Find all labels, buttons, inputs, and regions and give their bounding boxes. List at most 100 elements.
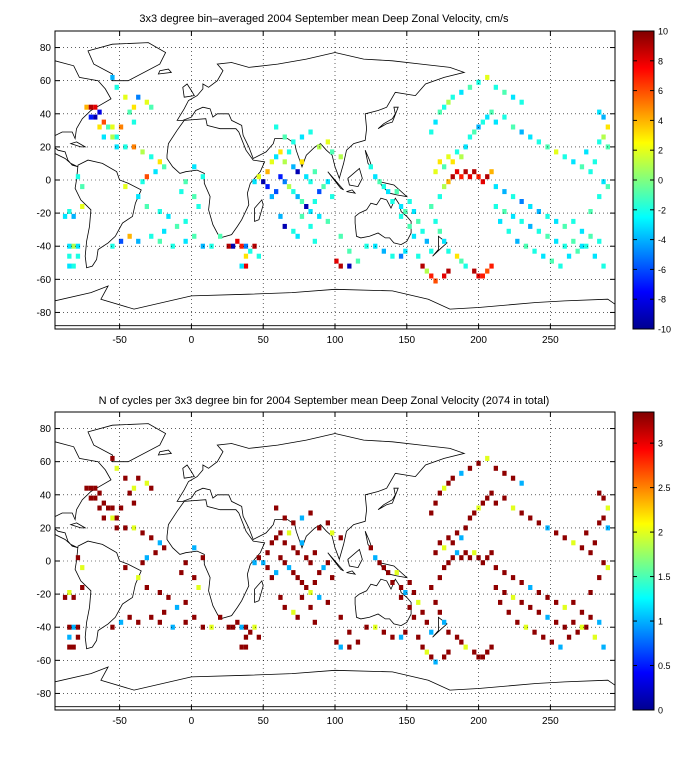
- data-cell: [325, 599, 330, 605]
- data-cell: [536, 590, 541, 595]
- data-cell: [433, 169, 438, 175]
- data-cell: [489, 109, 494, 115]
- data-cell: [472, 510, 477, 516]
- data-cell: [403, 209, 408, 214]
- data-cell: [131, 104, 137, 110]
- x-tick-label: 0: [189, 716, 195, 727]
- y-tick-label: -20: [37, 209, 52, 220]
- data-cell: [390, 253, 395, 259]
- data-cell: [510, 94, 516, 100]
- data-cell: [446, 179, 451, 185]
- landmass-outline: [378, 181, 409, 198]
- data-cell: [442, 273, 447, 279]
- data-cell: [571, 218, 576, 224]
- data-cell: [80, 184, 85, 190]
- data-cell: [110, 243, 115, 249]
- data-cell: [299, 134, 305, 140]
- data-cell: [476, 79, 481, 85]
- data-cell: [605, 184, 610, 190]
- data-cell: [269, 159, 274, 165]
- data-cell: [291, 189, 296, 195]
- data-cell: [338, 614, 343, 620]
- data-cell: [123, 184, 128, 190]
- data-cell: [480, 273, 485, 279]
- data-cell: [554, 238, 559, 244]
- data-cell: [157, 540, 162, 546]
- data-cell: [420, 644, 425, 650]
- data-cell: [519, 99, 524, 105]
- data-cell: [162, 545, 167, 551]
- data-cell: [192, 194, 197, 200]
- data-cell: [433, 659, 438, 665]
- data-cell: [149, 535, 154, 541]
- data-cell: [286, 530, 292, 536]
- data-cell: [429, 248, 434, 254]
- data-cell: [364, 243, 369, 249]
- x-axis-ticks-1: -50 0 50 100 150 200 250: [112, 31, 559, 346]
- y-tick-label: 80: [40, 43, 52, 54]
- data-cell: [299, 540, 305, 546]
- data-cell: [562, 223, 567, 229]
- data-cell: [476, 555, 481, 561]
- data-cell: [493, 84, 498, 90]
- data-cell: [299, 594, 305, 600]
- data-cell: [510, 124, 516, 130]
- data-cell: [75, 634, 81, 640]
- data-cell: [579, 609, 585, 615]
- data-cell: [291, 570, 296, 576]
- grid-2: [55, 412, 615, 710]
- data-cell: [325, 139, 330, 145]
- y-tick-label: 0: [45, 557, 51, 568]
- data-cell: [601, 179, 606, 185]
- data-cell: [256, 174, 261, 180]
- data-cell: [291, 164, 296, 170]
- data-cell: [256, 253, 261, 259]
- data-cell: [545, 594, 550, 600]
- data-cell: [368, 545, 373, 551]
- landmass-outline: [176, 433, 466, 561]
- data-cell: [429, 654, 434, 660]
- data-cell: [437, 609, 442, 615]
- data-cell: [252, 243, 257, 249]
- data-cell: [131, 144, 137, 150]
- data-cell: [269, 575, 274, 581]
- data-cell: [416, 253, 421, 259]
- data-cell: [347, 644, 352, 650]
- data-cell: [295, 550, 300, 556]
- data-cell: [317, 570, 322, 576]
- data-cell: [114, 515, 119, 521]
- data-cell: [321, 184, 326, 190]
- data-cell: [377, 560, 382, 566]
- landmass-outline: [74, 540, 142, 650]
- data-cell: [480, 500, 485, 506]
- data-cell: [278, 213, 283, 219]
- data-cell: [502, 495, 507, 501]
- colorbar-tick-label: 2.5: [658, 483, 671, 493]
- data-cell: [437, 540, 442, 546]
- data-cell: [269, 540, 274, 546]
- data-cell: [411, 233, 417, 239]
- x-tick-label: 200: [470, 716, 487, 727]
- data-cell: [149, 104, 154, 110]
- data-cell: [308, 129, 313, 135]
- data-cell: [325, 179, 330, 185]
- x-tick-label: 50: [258, 716, 270, 727]
- data-cell: [502, 590, 507, 595]
- data-cell: [510, 213, 516, 219]
- data-cell: [519, 129, 524, 135]
- x-tick-label: 100: [327, 335, 344, 346]
- data-cell: [131, 119, 137, 125]
- data-cell: [489, 490, 494, 496]
- data-cell: [467, 465, 473, 471]
- data-cell: [243, 634, 249, 640]
- data-cell: [502, 570, 507, 576]
- colorbar-tick-label: -10: [658, 325, 671, 335]
- data-cell: [472, 649, 477, 655]
- data-cell: [489, 263, 494, 269]
- data-cell: [67, 243, 72, 249]
- landmass-outline: [166, 118, 266, 239]
- data-cell: [355, 639, 361, 645]
- data-cell: [136, 94, 141, 100]
- data-cell: [571, 599, 576, 605]
